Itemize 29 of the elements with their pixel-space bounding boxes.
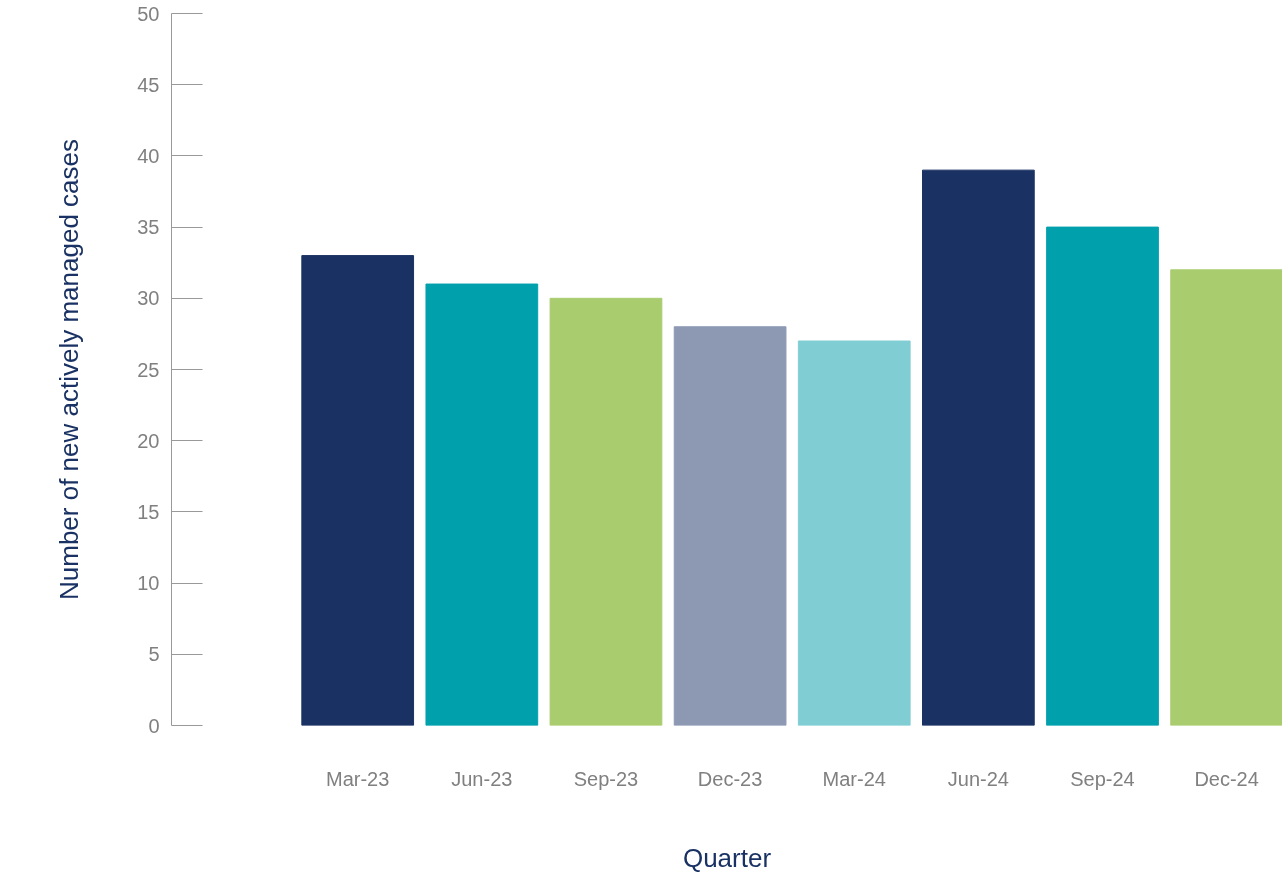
x-tick-label: Sep-23	[573, 767, 639, 790]
y-tick-label: 50	[137, 2, 160, 25]
bar	[1046, 226, 1159, 726]
x-tick-label: Mar-24	[822, 767, 886, 790]
bar	[1170, 269, 1282, 726]
y-tick-label: 15	[137, 500, 160, 523]
y-tick-label: 0	[148, 714, 160, 737]
bar	[673, 326, 787, 726]
bar	[301, 255, 415, 726]
x-tick-label: Dec-23	[697, 767, 763, 790]
y-tick-label: 45	[137, 73, 160, 96]
y-tick-label: 10	[137, 572, 160, 595]
x-tick-label: Mar-23	[326, 767, 390, 790]
y-tick-label: 25	[137, 358, 160, 381]
y-tick-label: 5	[148, 643, 160, 666]
y-tick-label: 30	[137, 287, 160, 310]
x-tick-label: Jun-24	[947, 767, 1009, 790]
x-tick-label: Jun-23	[451, 767, 513, 790]
y-tick-label: 20	[137, 429, 160, 452]
x-tick-label: Sep-24	[1070, 767, 1135, 790]
y-tick-label: 40	[137, 144, 160, 167]
bar	[549, 297, 663, 726]
x-tick-label: Dec-24	[1194, 767, 1259, 790]
y-axis-title: Number of new actively managed cases	[54, 138, 85, 600]
y-tick-label: 35	[137, 216, 160, 239]
bar	[922, 169, 1035, 726]
bar	[797, 340, 911, 726]
x-axis-title: Quarter	[682, 842, 772, 873]
bar	[425, 283, 539, 726]
